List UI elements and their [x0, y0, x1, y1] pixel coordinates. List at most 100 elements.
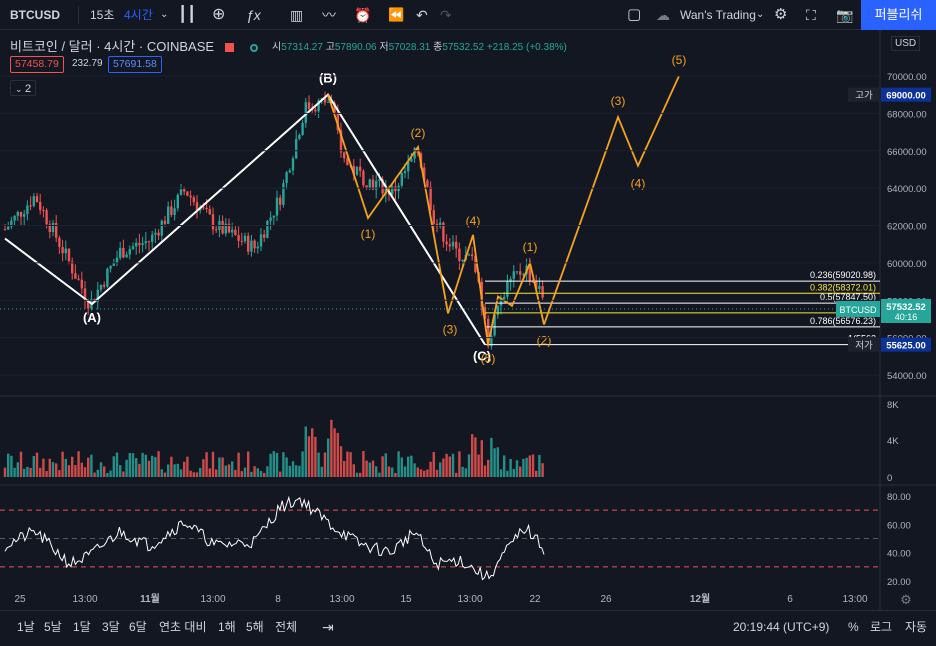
symbol-search[interactable]: BTCUSD: [10, 8, 60, 22]
candle-body: [211, 214, 215, 230]
candle-body: [48, 224, 51, 232]
candle-body: [39, 201, 42, 211]
volume-bar: [330, 419, 333, 477]
candle-body: [247, 235, 250, 252]
range-button-2[interactable]: 1달: [73, 620, 91, 634]
range-button-7[interactable]: 5해: [246, 620, 264, 634]
candle-body: [359, 166, 362, 171]
fullscreen-icon[interactable]: ⛶: [806, 7, 816, 23]
countdown-label: 40:16: [895, 312, 918, 322]
price-tag-label: 고가: [855, 91, 873, 102]
replay-icon[interactable]: ⏪: [388, 7, 405, 22]
indicator-count: 2: [25, 83, 32, 95]
range-button-1[interactable]: 5날: [44, 620, 62, 634]
volume-bar: [496, 447, 499, 477]
candle-body: [445, 241, 448, 245]
publish-button[interactable]: 퍼블리쉬: [861, 0, 936, 30]
close-label: 종: [433, 42, 443, 53]
volume-bar: [397, 451, 400, 477]
volume-bar: [42, 458, 45, 477]
volume-bar: [483, 465, 487, 477]
volume-bar: [112, 456, 115, 477]
chart-canvas[interactable]: 0.236(59020.98) 0.382(58372.01)0.5(57847.…: [0, 30, 936, 610]
volume-bar: [227, 464, 231, 477]
candle-body: [400, 173, 403, 186]
candle-body: [381, 179, 384, 194]
indicators-icon[interactable]: ƒx: [246, 7, 261, 23]
range-button-5[interactable]: 연초 대비: [159, 620, 207, 634]
candle-body: [487, 318, 490, 347]
candle-body: [403, 171, 407, 174]
volume-bar: [445, 453, 448, 477]
volume-bar: [202, 459, 205, 477]
log-toggle[interactable]: 로그: [870, 620, 893, 634]
undo-icon[interactable]: ↶: [416, 7, 428, 23]
auto-toggle[interactable]: 자동: [905, 620, 928, 634]
symbol-title[interactable]: 비트코인 / 달러 · 4시간 · COINBASE: [10, 39, 215, 54]
candle-body: [227, 223, 231, 233]
candle-body: [32, 196, 35, 207]
volume-bar: [413, 463, 416, 477]
candle-body: [131, 246, 135, 250]
interval-button[interactable]: 4시간: [124, 8, 153, 22]
range-button-4[interactable]: 6달: [129, 620, 147, 634]
candle-body: [339, 130, 343, 153]
compare-icon[interactable]: 〰: [322, 7, 336, 23]
candle-body: [541, 286, 544, 298]
candle-body: [240, 240, 243, 242]
volume-bar: [371, 460, 375, 477]
sell-price-button[interactable]: 57458.79: [10, 56, 64, 73]
volume-bar: [176, 463, 179, 477]
abc-wave-line: [4, 93, 486, 346]
low-label: 저: [379, 42, 389, 53]
snapshot-camera-icon[interactable]: 📷: [836, 7, 854, 23]
volume-bar: [211, 451, 215, 477]
percent-toggle[interactable]: %: [848, 620, 859, 634]
add-indicator-icon[interactable]: ⊕: [212, 6, 226, 23]
indicators-toggle[interactable]: ⌄ 2: [10, 80, 37, 96]
currency-select[interactable]: USD: [891, 36, 921, 51]
candle-body: [538, 286, 541, 289]
candle-body: [394, 186, 397, 192]
layout-select-icon[interactable]: ▢: [627, 6, 642, 23]
goto-date-icon[interactable]: ⇥: [322, 619, 334, 635]
volume-bar: [461, 466, 464, 477]
candle-body: [221, 220, 224, 234]
clock-time[interactable]: 20:19:44 (UTC+9): [733, 620, 830, 634]
layout-name[interactable]: Wan's Trading: [680, 8, 756, 22]
volume-bar: [215, 469, 218, 477]
templates-icon[interactable]: ▥: [290, 7, 304, 23]
volume-bar: [119, 465, 122, 477]
volume-bar: [205, 452, 208, 477]
redo-icon[interactable]: ↷: [440, 7, 452, 23]
volume-bar: [106, 472, 109, 477]
volume-bar: [10, 455, 13, 477]
volume-bar: [531, 454, 535, 477]
candle-body: [503, 296, 506, 299]
candles-icon[interactable]: ┃┃: [178, 6, 197, 23]
volume-bar: [83, 467, 87, 477]
range-button-6[interactable]: 1해: [218, 620, 236, 634]
elliott-waves[interactable]: (A) (B) (C) (1) (2) (3) (4) (5) (1) (2) (3) (4) (5): [4, 53, 686, 366]
settings-gear-icon[interactable]: ⚙: [774, 6, 788, 23]
chevron-down-icon[interactable]: ⌄: [160, 9, 169, 20]
time-tick-label: 22: [529, 594, 541, 605]
candle-body: [45, 210, 48, 225]
candle-body: [99, 284, 103, 290]
interval-seconds-button[interactable]: 15초: [90, 8, 115, 22]
volume-bar: [157, 451, 160, 477]
candle-body: [432, 210, 435, 224]
candle-body: [192, 197, 195, 203]
fib-level-label: 0.786(56576.23): [810, 316, 876, 326]
volume-bar: [32, 455, 35, 477]
flag-icon[interactable]: [225, 43, 235, 53]
layout-chevron-down-icon[interactable]: ⌄: [756, 9, 765, 20]
range-button-0[interactable]: 1날: [17, 620, 35, 634]
range-button-8[interactable]: 전체: [275, 620, 298, 634]
range-button-3[interactable]: 3달: [102, 620, 120, 634]
volume-bar: [448, 456, 451, 477]
alert-icon[interactable]: ⏰: [354, 7, 372, 23]
candle-body: [499, 298, 503, 306]
buy-price-button[interactable]: 57691.58: [108, 56, 162, 73]
volume-bar: [19, 451, 23, 477]
